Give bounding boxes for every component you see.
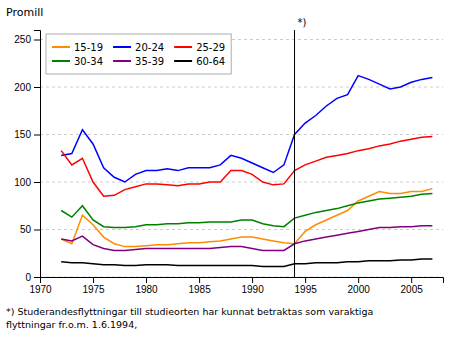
x-axis: 1970 1975 1980 1985 1990 1995 2000 2005 [29,277,443,295]
tick-mark [252,277,253,283]
tick-label: 1970 [29,284,52,295]
tick-mark [411,277,412,283]
grid-line [40,134,443,135]
footnote-line: flyttningar fr.o.m. 1.6.1994, [6,319,137,330]
legend-label: 35-39 [135,56,164,67]
legend-label: 20-24 [135,42,164,53]
legend-swatch [174,60,192,62]
tick-label: 50 [20,224,32,235]
footnote-line: *) Studerandesflyttningar till studieort… [6,306,373,317]
tick-label: 1985 [188,284,211,295]
tick: 200 [14,82,40,93]
legend-item: 15-19 [52,42,103,53]
legend-swatch [52,60,70,62]
tick-label: 1975 [82,284,105,295]
tick-label: 1990 [241,284,264,295]
tick-mark [146,277,147,283]
tick: 1995 [295,277,318,295]
tick-mark [93,277,94,283]
tick-label: 1995 [295,284,318,295]
plot-area: 1970 1975 1980 1985 1990 1995 2000 2005 0 50 100 15… [14,17,443,295]
legend-item: 25-29 [174,42,225,53]
axis-line [41,278,444,284]
series-line [61,259,432,267]
legend-label: 25-29 [196,42,225,53]
tick: 2005 [401,277,424,295]
y-axis-label: Promill [6,6,43,19]
tick-label: 150 [14,129,31,140]
series-line [61,226,432,251]
legend-box [46,34,231,74]
tick: 0 [25,272,40,283]
legend: 15-19 20-24 25-29 30-34 35-39 60-64 [46,34,231,74]
tick: 150 [14,129,40,140]
tick-label: 1980 [135,284,158,295]
tick: 50 [20,224,40,235]
tick-mark [34,40,40,41]
tick: 1970 [29,277,52,295]
tick-mark [34,182,40,183]
tick: 100 [14,177,40,188]
legend-item: 60-64 [174,56,225,67]
legend-swatch [52,46,70,48]
tick-mark [34,135,40,136]
legend-item: 35-39 [113,56,164,67]
series-line [61,193,432,227]
series-line [61,136,432,196]
tick: 1985 [188,277,211,295]
legend-swatch [174,46,192,48]
legend-label: 60-64 [196,56,225,67]
tick-label: 2005 [401,284,424,295]
annotation: *) [298,17,307,28]
tick-label: 2000 [348,284,371,295]
legend-swatch [113,46,131,48]
legend-label: 15-19 [74,42,103,53]
tick-label: 250 [14,34,31,45]
tick: 1980 [135,277,158,295]
chart: 1970 1975 1980 1985 1990 1995 2000 2005 0 50 100 15… [0,0,459,341]
tick: 2000 [348,277,371,295]
tick: 1990 [241,277,264,295]
tick-label: 200 [14,82,31,93]
tick-label: 100 [14,177,31,188]
y-axis: 0 50 100 150 200 250 [14,31,40,283]
tick-mark [305,277,306,283]
legend-label: 30-34 [74,56,103,67]
legend-item: 30-34 [52,56,103,67]
tick-mark [358,277,359,283]
tick: 1975 [82,277,105,295]
grid-line [40,87,443,88]
footnote: *) Studerandesflyttningar till studieort… [6,306,373,330]
legend-swatch [113,60,131,62]
grid-line [40,229,443,230]
legend-item: 20-24 [113,42,164,53]
reference-line [294,30,295,277]
tick-mark [34,87,40,88]
grid [40,40,443,278]
series-line [61,76,432,182]
tick: 250 [14,34,40,45]
tick-mark [34,277,40,278]
grid-line [40,182,443,183]
series-line [61,189,432,247]
axis-line [34,31,41,278]
tick-mark [34,230,40,231]
tick-label: 0 [25,272,31,283]
tick-mark [199,277,200,283]
